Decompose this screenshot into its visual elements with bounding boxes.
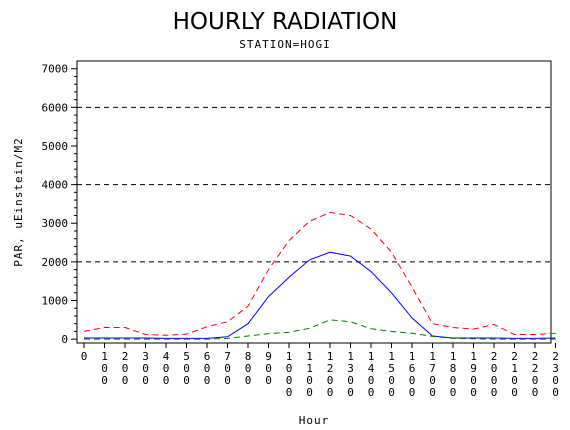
y-tick-label: 4000 (42, 179, 69, 192)
series-line-1 (83, 211, 556, 336)
chart-title: HOURLY RADIATION (173, 9, 398, 35)
y-tick-label: 0 (61, 333, 68, 346)
series-line-2 (84, 251, 556, 339)
y-tick-label: 5000 (42, 140, 69, 153)
series-line-3 (84, 319, 556, 340)
y-tick-label: 7000 (42, 63, 69, 76)
x-tick-label: 0 (81, 350, 88, 363)
data-series (83, 211, 556, 340)
x-axis-label: Hour (299, 414, 330, 427)
plot-frame (76, 60, 552, 344)
x-axis-ticks: 0 1 0 0 2 0 0 3 0 0 4 0 0 5 0 0 6 0 0 7 0 0 8 0 0 9 0 0 1 0 0 0 1 1 0 0 1 2 0 0… (81, 343, 559, 399)
y-axis-ticks: 0 1000 2000 3000 4000 5000 6000 7000 (42, 63, 77, 346)
y-tick-label: 6000 (42, 101, 69, 114)
y-axis-label: PAR, uEinstein/M2 (12, 137, 25, 267)
chart-subtitle: STATION=HOGI (239, 38, 330, 51)
y-tick-label: 1000 (42, 295, 69, 308)
y-tick-label: 3000 (42, 217, 69, 230)
y-tick-label: 2000 (42, 256, 69, 269)
reference-lines (77, 106, 551, 263)
